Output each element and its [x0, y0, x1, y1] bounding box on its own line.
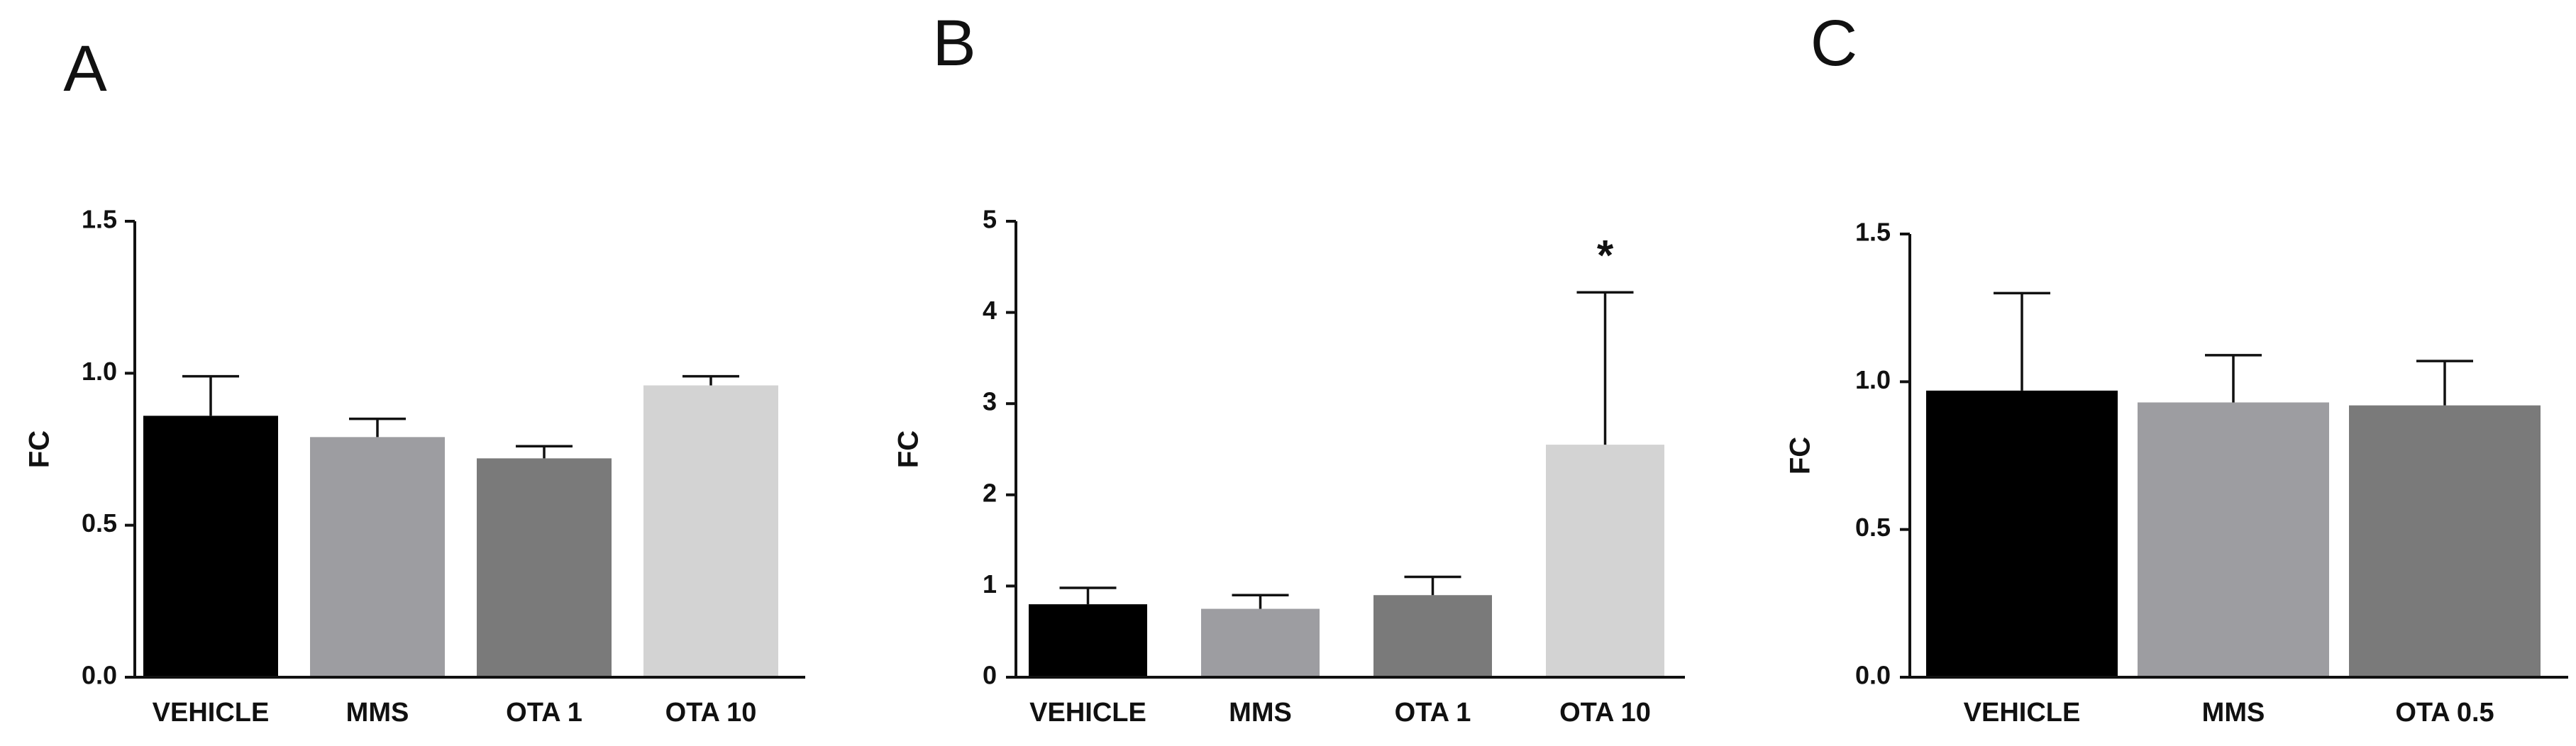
panel-a-bar-2	[477, 458, 612, 677]
panel-a-bar-3	[643, 385, 778, 677]
panel-b-category-label-1: MMS	[1229, 698, 1292, 728]
panel-b-y-axis-title: FC	[893, 430, 924, 468]
panel-c-bar-0	[1926, 390, 2118, 677]
panel-a-y-tick-label-2: 1.0	[82, 357, 117, 386]
panel-c-y-tick-label-0: 0.0	[1855, 661, 1891, 690]
panel-c-category-label-0: VEHICLE	[1964, 698, 2081, 728]
panel-a-y-axis-title: FC	[24, 430, 55, 468]
panel-b-category-label-3: OTA 10	[1559, 698, 1651, 728]
panel-c-y-axis-title: FC	[1785, 437, 1816, 474]
panel-c-y-tick-label-3: 1.5	[1855, 218, 1891, 247]
panel-b-bar-3	[1546, 445, 1664, 677]
panel-a-y-tick-label-1: 0.5	[82, 508, 117, 538]
panel-a: A FC VEHICLE MMS OTA 1 OTA 10 0.0 0.5 1.0 1.5	[24, 33, 805, 728]
panel-a-y-tick-label-0: 0.0	[82, 661, 117, 690]
panel-b-y-tick-label-0: 0	[983, 661, 997, 690]
panel-c-category-label-2: OTA 0.5	[2395, 698, 2494, 728]
panel-a-y-tick-label-3: 1.5	[82, 205, 117, 234]
panel-a-category-label-3: OTA 10	[665, 698, 757, 728]
panel-b-significance-mark-3: *	[1597, 231, 1614, 279]
panel-b-y-tick-label-5: 5	[983, 205, 997, 234]
panel-b: B FC VEHICLE MMS OTA 1 OTA 10 * 0 1 2 3 4 5	[893, 7, 1685, 728]
panel-b-bar-0	[1029, 604, 1147, 677]
panel-b-y-tick-label-1: 1	[983, 569, 997, 599]
panel-c-y-tick-label-2: 1.0	[1855, 365, 1891, 394]
panel-a-category-label-2: OTA 1	[506, 698, 582, 728]
panel-a-category-label-0: VEHICLE	[153, 698, 270, 728]
panel-b-category-label-2: OTA 1	[1395, 698, 1471, 728]
panel-a-bar-0	[143, 416, 278, 677]
panel-b-bar-1	[1201, 608, 1320, 677]
panel-b-category-label-0: VEHICLE	[1029, 698, 1146, 728]
panel-b-y-tick-label-3: 3	[983, 387, 997, 416]
panel-b-y-tick-label-2: 2	[983, 478, 997, 507]
panel-a-letter: A	[63, 33, 107, 105]
panel-b-bar-2	[1373, 595, 1492, 677]
panel-c: C FC VEHICLE MMS OTA 0.5 0.0 0.5 1.0 1.5	[1785, 7, 2568, 728]
panel-c-bar-1	[2138, 402, 2329, 677]
panel-a-bar-1	[310, 437, 445, 677]
panel-c-category-label-1: MMS	[2202, 698, 2265, 728]
panel-c-bar-2	[2349, 405, 2541, 677]
panel-a-category-label-1: MMS	[346, 698, 409, 728]
panel-c-y-tick-label-1: 0.5	[1855, 513, 1891, 542]
panel-b-y-tick-label-4: 4	[983, 296, 997, 325]
panel-b-letter: B	[932, 7, 975, 79]
panel-c-letter: C	[1811, 7, 1857, 79]
